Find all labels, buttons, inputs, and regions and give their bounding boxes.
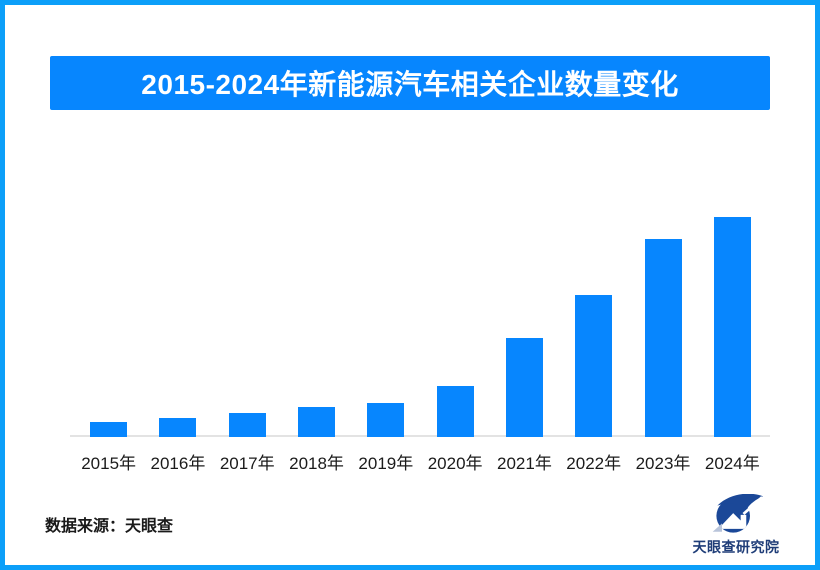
- bar-2023年: [644, 239, 682, 437]
- data-source-label: 数据来源：天眼查: [45, 518, 174, 535]
- chart-title: 2015-2024年新能源汽车相关企业数量变化: [141, 69, 679, 100]
- bar-group: 2024年: [698, 207, 767, 473]
- bar-group: 2017年: [213, 207, 282, 473]
- bar-2020年: [436, 386, 474, 437]
- x-tick-label: 2021年: [497, 454, 552, 473]
- bar-group: 2021年: [490, 207, 559, 473]
- bar-group: 2023年: [628, 207, 697, 473]
- bar-group: 2016年: [143, 207, 212, 473]
- x-tick-label: 2024年: [704, 454, 760, 473]
- x-tick-label: 2019年: [358, 454, 414, 473]
- x-tick-label: 2018年: [289, 454, 344, 473]
- bar-2016年: [159, 418, 197, 437]
- title-banner: 2015-2024年新能源汽车相关企业数量变化: [50, 56, 770, 110]
- bar-series: 2015年 2016年 2017年 2018年 2019年 2020年 2021年 2022年…: [74, 207, 767, 473]
- x-tick-label: 2023年: [635, 454, 691, 473]
- bar-group: 2022年: [559, 207, 628, 473]
- bar-2018年: [298, 407, 336, 437]
- x-tick-label: 2022年: [566, 454, 622, 473]
- bar-group: 2015年: [74, 207, 143, 473]
- bar-2021年: [505, 338, 543, 437]
- bar-group: 2019年: [351, 207, 420, 473]
- x-tick-label: 2016年: [150, 454, 206, 473]
- bar-group: 2018年: [282, 207, 351, 473]
- x-tick-label: 2015年: [81, 454, 137, 473]
- x-tick-label: 2020年: [427, 454, 483, 473]
- tianyancha-eye-icon: [712, 494, 764, 533]
- x-axis-line: [70, 435, 770, 437]
- bar-group: 2020年: [420, 207, 489, 473]
- bar-2015年: [90, 422, 128, 437]
- tianyancha-logo: 天眼查研究院: [681, 494, 791, 557]
- bar-2022年: [575, 295, 613, 437]
- x-tick-label: 2017年: [219, 454, 275, 473]
- tianyancha-logo-text: 天眼查研究院: [692, 539, 780, 555]
- bar-2017年: [228, 413, 266, 437]
- bar-2024年: [713, 217, 751, 437]
- bar-2019年: [367, 403, 405, 437]
